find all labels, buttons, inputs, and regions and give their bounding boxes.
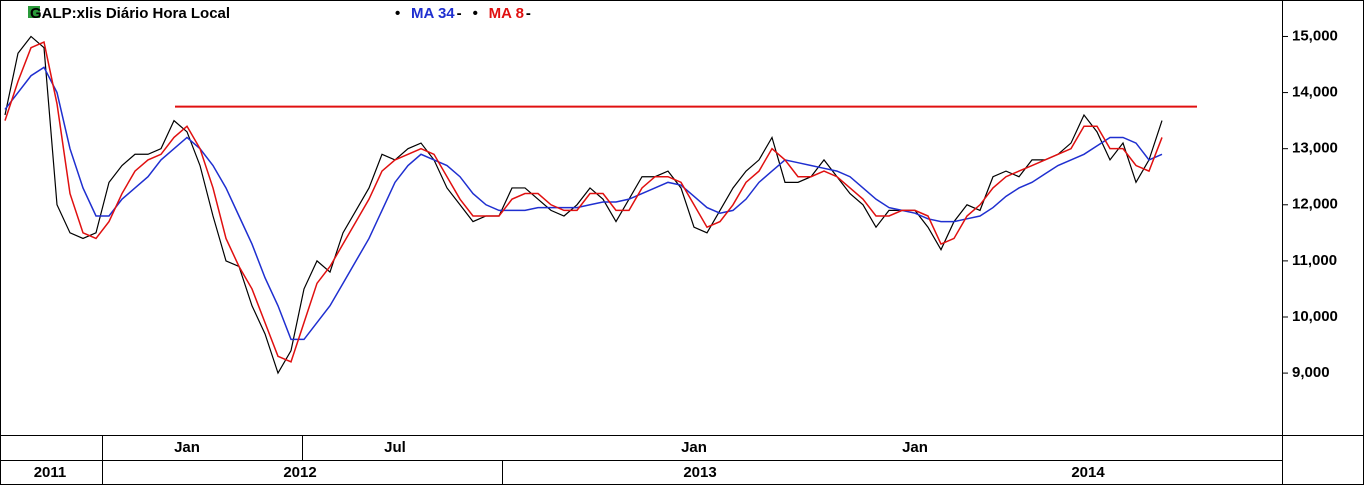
legend-dash: •: [473, 5, 478, 22]
symbol-icon: [28, 6, 40, 18]
y-tick-label: 14,000: [1292, 84, 1338, 101]
x-tick-label: Jan: [174, 439, 200, 456]
x-tick-label: Jan: [902, 439, 928, 456]
year-label: 2013: [683, 464, 716, 481]
legend-label: MA 8: [489, 5, 524, 22]
legend: • MA 34- • MA 8-: [395, 5, 531, 22]
year-label: 2012: [283, 464, 316, 481]
ma-line: [4, 41, 1163, 363]
legend-dash: •: [395, 5, 400, 22]
year-label: 2011: [34, 464, 67, 481]
price-line: [4, 35, 1163, 375]
y-tick-label: 9,000: [1292, 364, 1330, 381]
y-tick-label: 13,000: [1292, 140, 1338, 157]
y-tick-label: 15,000: [1292, 27, 1338, 44]
chart-title: GALP:xlis Diário Hora Local: [30, 5, 230, 22]
ma-line: [4, 66, 1163, 341]
legend-label: MA 34: [411, 5, 455, 22]
x-tick-label: Jan: [681, 439, 707, 456]
y-tick-label: 11,000: [1292, 252, 1337, 269]
legend-dash: -: [526, 5, 531, 22]
year-label: 2014: [1071, 464, 1105, 481]
legend-dash: -: [457, 5, 462, 22]
y-tick-label: 10,000: [1292, 308, 1338, 325]
y-tick-label: 12,000: [1292, 196, 1338, 213]
x-tick-label: Jul: [384, 439, 406, 456]
